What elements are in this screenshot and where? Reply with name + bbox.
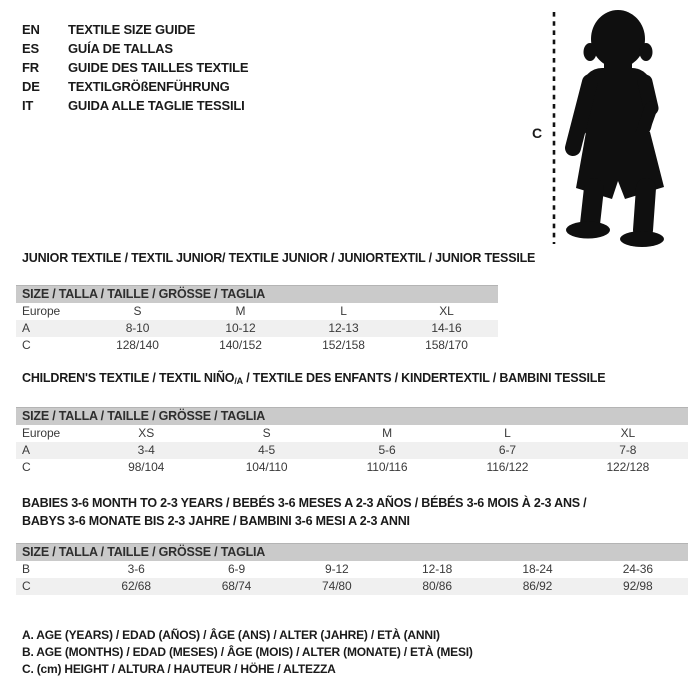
cell-value: 8-10: [125, 321, 150, 335]
table-row-age: A 3-4 4-5 5-6 6-7 7-8: [16, 442, 688, 459]
guide-title-fr: GUIDE DES TAILLES TEXTILE: [68, 60, 249, 75]
height-measure-label: C: [532, 125, 543, 141]
guide-title-de: TEXTILGRÖßENFÜHRUNG: [68, 79, 230, 94]
table-title-babies: BABIES 3-6 MONTH TO 2-3 YEARS / BEBÉS 3-…: [16, 494, 688, 530]
language-row-it: IT GUIDA ALLE TAGLIE TESSILI: [22, 96, 248, 115]
cell-value: 3-6: [127, 562, 145, 576]
cell-value: 110/116: [366, 460, 408, 474]
language-code: DE: [22, 79, 40, 94]
footnote-c: C. (cm) HEIGHT / ALTURA / HAUTEUR / HÖHE…: [22, 662, 336, 676]
language-code: ES: [22, 41, 39, 56]
size-table-children: CHILDREN'S TEXTILE / TEXTIL NIÑO/A / TEX…: [16, 371, 688, 476]
cell-value: 128/140: [116, 338, 159, 352]
cell-value: 7-8: [619, 443, 637, 457]
cell-value: 116/122: [486, 460, 529, 474]
cell-value: 18-24: [522, 562, 553, 576]
cell-value: 80/86: [422, 579, 452, 593]
title-line-1: BABIES 3-6 MONTH TO 2-3 YEARS / BEBÉS 3-…: [22, 496, 587, 510]
language-row-fr: FR GUIDE DES TAILLES TEXTILE: [22, 58, 249, 77]
table-row-europe: Europe S M L XL: [16, 303, 498, 320]
cell-value: 12-18: [422, 562, 453, 576]
table-row-height: C 98/104 104/110 110/116 116/122 122/128: [16, 459, 688, 476]
table-title-junior: JUNIOR TEXTILE / TEXTIL JUNIOR/ TEXTILE …: [22, 251, 536, 265]
cell-value: 24-36: [622, 562, 653, 576]
language-code: EN: [22, 22, 40, 37]
row-label: C: [22, 338, 31, 352]
row-label: Europe: [22, 304, 61, 318]
cell-value: S: [133, 304, 142, 318]
language-code: IT: [22, 98, 34, 113]
size-table-babies: BABIES 3-6 MONTH TO 2-3 YEARS / BEBÉS 3-…: [16, 494, 688, 595]
cell-value: 12-13: [328, 321, 359, 335]
size-header-bar: SIZE / TALLA / TAILLE / GRÖSSE / TAGLIA: [16, 407, 688, 425]
size-table-junior: JUNIOR TEXTILE / TEXTIL JUNIOR/ TEXTILE …: [16, 251, 536, 354]
language-row-es: ES GUÍA DE TALLAS: [22, 39, 248, 58]
cell-value: 158/170: [425, 338, 468, 352]
title-part: CHILDREN'S TEXTILE / TEXTIL NIÑO: [22, 371, 235, 385]
cell-value: 6-7: [498, 443, 516, 457]
cell-value: M: [235, 304, 246, 318]
table-row-height: C 62/68 68/74 74/80 80/86 86/92 92/98: [16, 578, 688, 595]
cell-value: L: [504, 426, 511, 440]
row-label: C: [22, 579, 31, 593]
cell-value: 122/128: [606, 460, 650, 474]
row-label: Europe: [22, 426, 61, 440]
cell-value: XS: [138, 426, 155, 440]
cell-value: 104/110: [245, 460, 288, 474]
title-subscript: /A: [234, 376, 243, 386]
cell-value: 152/158: [322, 338, 365, 352]
size-header-bar: SIZE / TALLA / TAILLE / GRÖSSE / TAGLIA: [16, 543, 688, 561]
cell-value: L: [340, 304, 347, 318]
table-row-age-months: B 3-6 6-9 9-12 12-18 18-24 24-36: [16, 561, 688, 578]
row-label: A: [22, 443, 30, 457]
language-title-list: EN TEXTILE SIZE GUIDE ES GUÍA DE TALLAS …: [22, 20, 249, 115]
table-title-children: CHILDREN'S TEXTILE / TEXTIL NIÑO/A / TEX…: [16, 371, 688, 386]
guide-title-it: GUIDA ALLE TAGLIE TESSILI: [68, 98, 245, 113]
title-line-2: BABYS 3-6 MONATE BIS 2-3 JAHRE / BAMBINI…: [22, 514, 410, 528]
table-row-age: A 8-10 10-12 12-13 14-16: [16, 320, 498, 337]
cell-value: 92/98: [623, 579, 653, 593]
cell-value: 3-4: [137, 443, 155, 457]
cell-value: 140/152: [219, 338, 262, 352]
cell-value: 62/68: [121, 579, 151, 593]
guide-title-es: GUÍA DE TALLAS: [68, 41, 173, 56]
guide-title-en: TEXTILE SIZE GUIDE: [68, 22, 196, 37]
footnote-b: B. AGE (MONTHS) / EDAD (MESES) / ÂGE (MO…: [22, 645, 473, 659]
cell-value: 74/80: [322, 579, 352, 593]
cell-value: 98/104: [128, 460, 165, 474]
language-row-de: DE TEXTILGRÖßENFÜHRUNG: [22, 77, 248, 96]
cell-value: 86/92: [522, 579, 553, 593]
cell-value: 6-9: [227, 562, 246, 576]
table-row-height: C 128/140 140/152 152/158 158/170: [16, 337, 498, 354]
cell-value: XL: [620, 426, 636, 440]
cell-value: 68/74: [221, 579, 252, 593]
row-label: C: [22, 460, 31, 474]
cell-value: 14-16: [431, 321, 462, 335]
cell-value: 4-5: [258, 443, 276, 457]
title-part: / TEXTILE DES ENFANTS / KINDERTEXTIL / B…: [242, 371, 606, 385]
language-row-en: EN TEXTILE SIZE GUIDE: [22, 20, 248, 39]
cell-value: M: [382, 426, 392, 440]
table-row-europe: Europe XS S M L XL: [16, 425, 688, 442]
cell-value: 5-6: [378, 443, 396, 457]
cell-value: XL: [439, 304, 454, 318]
footnote-legend: A. AGE (YEARS) / EDAD (AÑOS) / ÂGE (ANS)…: [22, 627, 473, 678]
baby-silhouette-figure: [552, 10, 664, 247]
footnote-a: A. AGE (YEARS) / EDAD (AÑOS) / ÂGE (ANS)…: [22, 628, 440, 642]
language-code: FR: [22, 60, 39, 75]
cell-value: S: [262, 426, 271, 440]
cell-value: 9-12: [325, 562, 349, 576]
cell-value: 10-12: [225, 321, 256, 335]
row-label: B: [22, 562, 30, 576]
size-header-bar: SIZE / TALLA / TAILLE / GRÖSSE / TAGLIA: [16, 285, 498, 303]
row-label: A: [22, 321, 30, 335]
toddler-silhouette: [565, 10, 664, 247]
